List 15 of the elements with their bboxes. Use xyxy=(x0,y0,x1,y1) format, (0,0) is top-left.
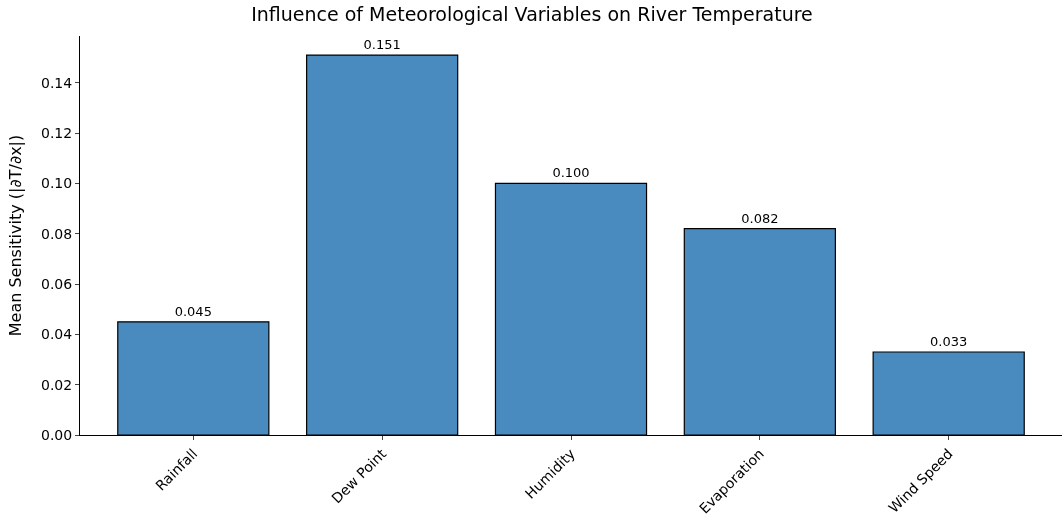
y-tick-label: 0.10 xyxy=(41,175,73,192)
y-tick-label: 0.08 xyxy=(41,225,73,242)
chart-title: Influence of Meteorological Variables on River Temperature xyxy=(251,3,813,26)
y-tick-label: 0.14 xyxy=(41,74,73,91)
y-tick-label: 0.04 xyxy=(41,326,73,343)
y-tick-label: 0.00 xyxy=(41,426,73,443)
y-tick-label: 0.06 xyxy=(41,275,73,292)
data-label: 0.100 xyxy=(552,165,590,181)
data-label: 0.082 xyxy=(741,210,779,226)
data-label: 0.033 xyxy=(930,333,968,349)
data-label: 0.045 xyxy=(174,303,212,319)
data-label: 0.151 xyxy=(363,37,401,53)
y-tick-label: 0.12 xyxy=(41,125,73,142)
y-tick-label: 0.02 xyxy=(41,376,73,393)
y-axis-title: Mean Sensitivity (|∂T/∂x|) xyxy=(5,134,25,337)
